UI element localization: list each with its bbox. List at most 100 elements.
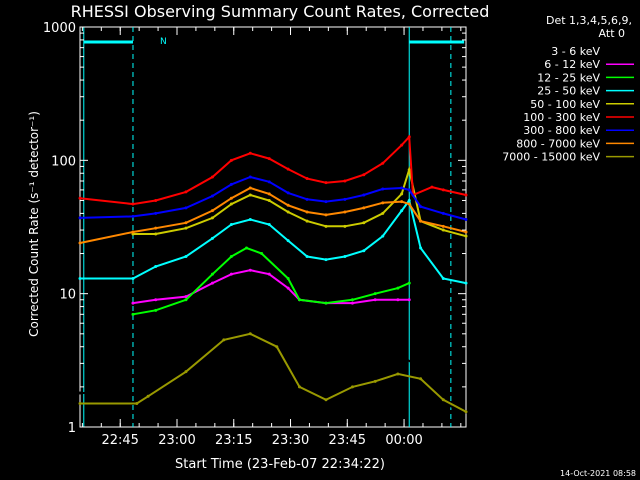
data-point [297, 385, 301, 389]
x-tick-label: 00:00 [385, 433, 422, 448]
data-point [396, 372, 400, 376]
series-line [79, 134, 467, 206]
data-point [286, 276, 290, 280]
data-point [229, 202, 233, 206]
data-point [154, 264, 158, 268]
x-tick-label: 22:45 [101, 433, 138, 448]
y-tick-label: 1000 [43, 21, 76, 36]
data-point [267, 198, 271, 202]
data-point [267, 223, 271, 227]
data-point [324, 385, 328, 389]
orbit-markers [83, 27, 465, 427]
data-point [343, 224, 347, 228]
data-point [222, 338, 226, 342]
data-point [381, 234, 385, 238]
x-axis-label: Start Time (23-Feb-07 22:34:22) [175, 457, 385, 472]
data-point [267, 272, 271, 276]
data-point [305, 219, 309, 223]
data-point [210, 209, 214, 213]
data-point [146, 394, 150, 398]
data-point [229, 272, 233, 276]
data-point [248, 321, 252, 325]
data-point [248, 332, 252, 336]
legend-label: 25 - 50 keV [537, 85, 600, 98]
data-point [464, 193, 468, 197]
data-point [324, 181, 328, 185]
data-point [184, 190, 188, 194]
data-point [135, 402, 139, 406]
legend-label: 800 - 7000 keV [516, 137, 600, 150]
data-point [324, 258, 328, 262]
data-point [441, 276, 445, 280]
data-point [407, 188, 411, 192]
data-point [131, 214, 135, 218]
data-point [229, 158, 233, 162]
legend-label: 50 - 100 keV [530, 98, 600, 111]
data-point [131, 276, 135, 280]
data-point [131, 301, 135, 305]
data-point [267, 180, 271, 184]
data-point [373, 298, 377, 302]
data-point [362, 193, 366, 197]
data-point [222, 332, 226, 336]
data-point [362, 249, 366, 253]
data-point [381, 161, 385, 165]
data-point [419, 365, 423, 369]
data-point [286, 210, 290, 214]
data-point [154, 198, 158, 202]
data-point [350, 301, 354, 305]
data-point [229, 223, 233, 227]
data-point [297, 298, 301, 302]
plot-frame [79, 26, 467, 428]
data-point [248, 175, 252, 179]
data-point [275, 345, 279, 349]
data-point [381, 187, 385, 191]
data-point [343, 197, 347, 201]
legend-label: 100 - 300 keV [523, 111, 600, 124]
data-point [184, 298, 188, 302]
data-point [78, 216, 82, 220]
data-point [373, 379, 377, 383]
data-point [441, 211, 445, 215]
plot-border [79, 26, 467, 428]
data-point [324, 200, 328, 204]
data-point [305, 210, 309, 214]
y-axis-label: Corrected Count Rate (s⁻¹ detector⁻¹) [27, 111, 41, 337]
data-point [381, 211, 385, 215]
data-point [343, 210, 347, 214]
series-layer [78, 134, 468, 414]
data-point [419, 246, 423, 250]
data-point [248, 193, 252, 197]
data-point [324, 398, 328, 402]
data-point [286, 191, 290, 195]
data-point [229, 196, 233, 200]
legend-label: 12 - 25 keV [537, 71, 600, 84]
data-point [78, 196, 82, 200]
data-point [441, 398, 445, 402]
data-point [78, 402, 82, 406]
y-tick-label: 1 [68, 421, 76, 436]
data-point [362, 173, 366, 177]
data-point [210, 272, 214, 276]
data-point [407, 135, 411, 139]
legend-label: 6 - 12 keV [544, 58, 600, 71]
data-point [184, 254, 188, 258]
data-point [396, 298, 400, 302]
data-point [400, 200, 404, 204]
data-point [210, 175, 214, 179]
x-tick-label: 23:30 [272, 433, 309, 448]
data-point [267, 157, 271, 161]
legend-title-line1: Det 1,3,4,5,6,9, [546, 14, 632, 27]
data-point [78, 241, 82, 245]
data-point [464, 234, 468, 238]
data-point [343, 179, 347, 183]
data-point [324, 213, 328, 217]
data-point [373, 292, 377, 296]
footer-timestamp: 14-Oct-2021 08:58 [560, 469, 636, 478]
data-point [286, 203, 290, 207]
data-point [146, 388, 150, 392]
data-point [350, 298, 354, 302]
